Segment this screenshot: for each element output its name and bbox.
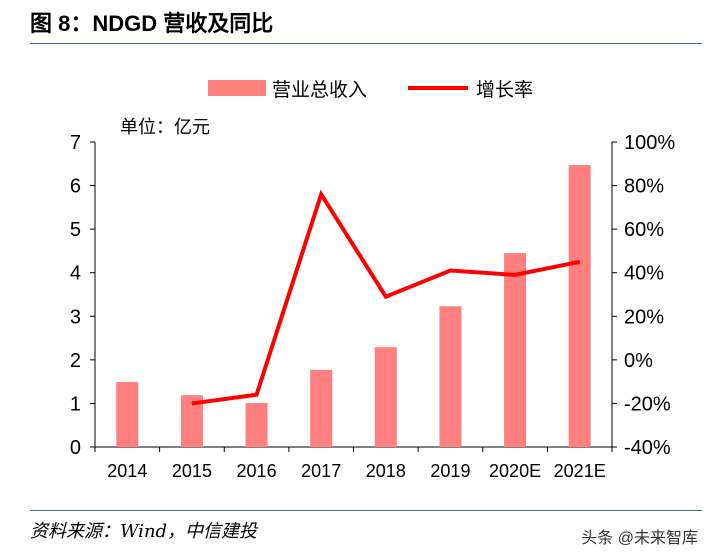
legend-label-line: 增长率 (476, 79, 533, 101)
x-tick-label: 2018 (366, 461, 406, 481)
left-tick-label: 6 (70, 176, 81, 198)
bar-2015 (180, 395, 203, 447)
bar-2018 (374, 347, 397, 447)
bar-2021E (568, 165, 591, 448)
right-tick-label: 100% (624, 132, 675, 154)
unit-label: 单位：亿元 (120, 117, 210, 137)
line-point-2020E (514, 274, 516, 276)
x-tick-label: 2019 (430, 461, 470, 481)
line-point-2015 (191, 402, 193, 404)
source-divider (30, 510, 702, 511)
line-point-2019 (449, 270, 451, 272)
right-tick-label: 20% (624, 306, 664, 328)
right-tick-label: -40% (624, 437, 671, 459)
left-tick-label: 3 (70, 306, 81, 328)
bar-2014 (116, 382, 139, 447)
line-point-2017 (320, 193, 322, 195)
bar-2019 (439, 306, 462, 447)
figure-title: 图 8：NDGD 营收及同比 (30, 11, 274, 36)
left-tick-label: 5 (70, 219, 81, 241)
title-divider (30, 43, 702, 44)
right-tick-label: 80% (624, 176, 664, 198)
right-tick-label: 60% (624, 219, 664, 241)
bar-2020E (504, 253, 527, 447)
bar-2016 (245, 402, 268, 447)
legend-label-bar: 营业总收入 (272, 79, 367, 101)
x-tick-label: 2015 (172, 461, 212, 481)
bar-2017 (310, 369, 333, 447)
left-tick-label: 2 (70, 350, 81, 372)
right-tick-label: 40% (624, 263, 664, 285)
left-tick-label: 7 (70, 132, 81, 154)
source-note: 资料来源：Wind，中信建投 (30, 521, 258, 542)
x-tick-label: 2016 (237, 461, 277, 481)
legend-swatch-bar (208, 80, 266, 96)
right-tick-label: 0% (624, 350, 653, 372)
line-point-2018 (385, 296, 387, 298)
x-tick-label: 2014 (107, 461, 147, 481)
x-tick-label: 2021E (554, 461, 606, 481)
left-tick-label: 4 (70, 263, 81, 285)
left-tick-label: 0 (70, 437, 81, 459)
right-tick-label: -20% (624, 393, 671, 415)
left-tick-label: 1 (70, 393, 81, 415)
x-tick-label: 2020E (489, 461, 541, 481)
watermark: 头条 @未来智库 (581, 530, 698, 547)
line-point-2016 (256, 394, 258, 396)
x-tick-label: 2017 (301, 461, 341, 481)
line-point-2021E (579, 261, 581, 263)
